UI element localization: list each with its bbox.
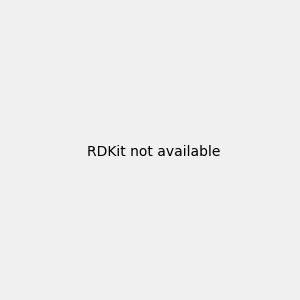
Text: RDKit not available: RDKit not available bbox=[87, 145, 220, 158]
